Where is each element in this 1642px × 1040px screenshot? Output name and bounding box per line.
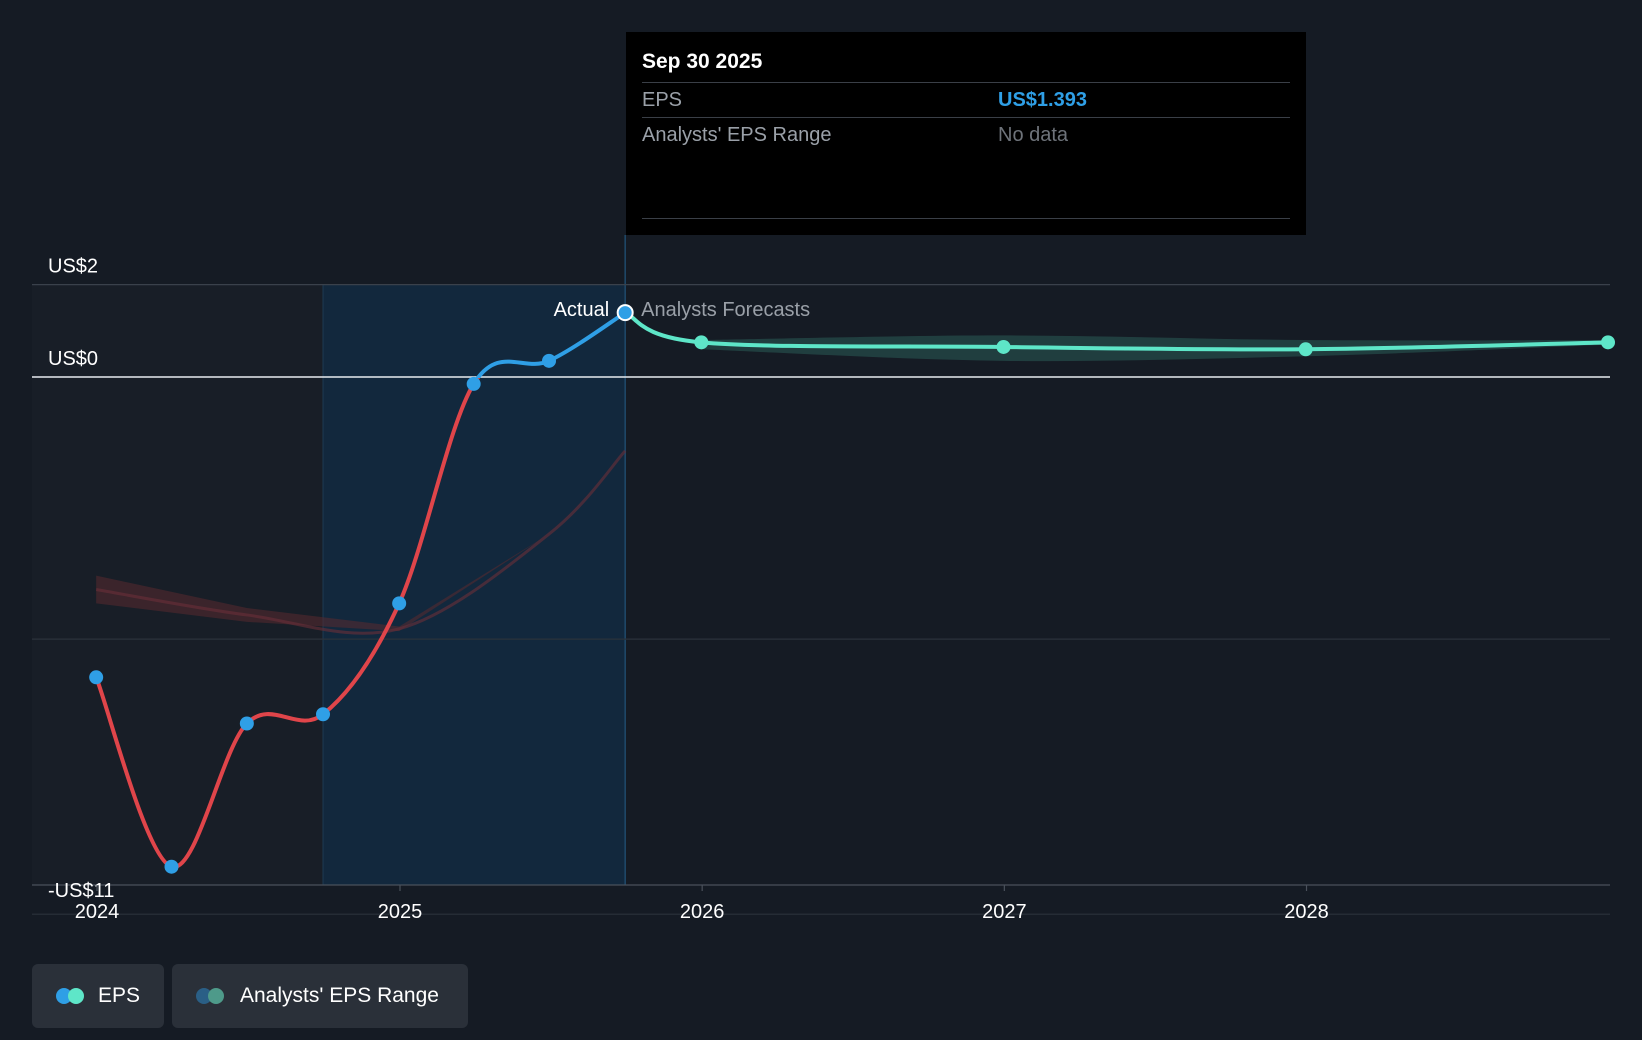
eps-forecast-point [694,335,709,350]
highlight-band [323,284,626,885]
eps-actual-point [239,716,254,731]
x-tick-label: 2025 [378,901,423,923]
tooltip-row-range: Analysts' EPS Range No data [642,118,1290,152]
forecast-annotation: Analysts Forecasts [641,299,810,321]
eps-forecast-point [996,339,1011,354]
eps-actual-point [542,353,557,368]
tooltip-eps-value: US$1.393 [998,89,1087,111]
y-tick-label: US$2 [48,256,98,278]
range-legend-icon [196,988,226,1004]
eps-legend-icon [56,988,84,1004]
eps-actual-point [466,376,481,391]
x-tick-label: 2024 [75,901,120,923]
y-tick-label: -US$11 [48,880,114,902]
past-estimate-line [95,449,627,635]
tooltip-range-label: Analysts' EPS Range [642,124,832,146]
legend-range-label: Analysts' EPS Range [240,984,439,1007]
eps-points [89,304,1615,874]
legend-analysts-range[interactable]: Analysts' EPS Range [172,964,468,1028]
y-tick-label: US$0 [48,348,98,370]
x-tick-label: 2028 [1284,901,1329,923]
background-bands [32,235,626,885]
tooltip-range-value: No data [998,124,1069,146]
eps-tooltip: Sep 30 2025 EPS US$1.393 Analysts' EPS R… [626,32,1306,235]
tooltip-eps-label: EPS [642,89,683,111]
x-tick-label: 2026 [680,901,725,923]
tooltip-divider [642,218,1290,219]
eps-actual-point [392,596,407,611]
eps-actual-point [616,304,634,322]
tooltip-row-eps: EPS US$1.393 [642,83,1290,118]
legend-eps[interactable]: EPS [32,964,164,1028]
eps-forecast-point [1298,342,1313,357]
eps-actual-point [89,670,104,685]
past-shade [32,284,324,885]
legend-eps-label: EPS [97,984,140,1007]
gridlines [32,284,1610,915]
x-tick-label: 2027 [982,901,1027,923]
eps-forecast-point [1601,335,1615,350]
eps-actual-positive-line [475,310,627,378]
eps-actual-point [316,707,331,722]
eps-actual-point [164,859,179,874]
actual-annotation: Actual [554,299,610,321]
tooltip-date: Sep 30 2025 [642,32,1290,83]
